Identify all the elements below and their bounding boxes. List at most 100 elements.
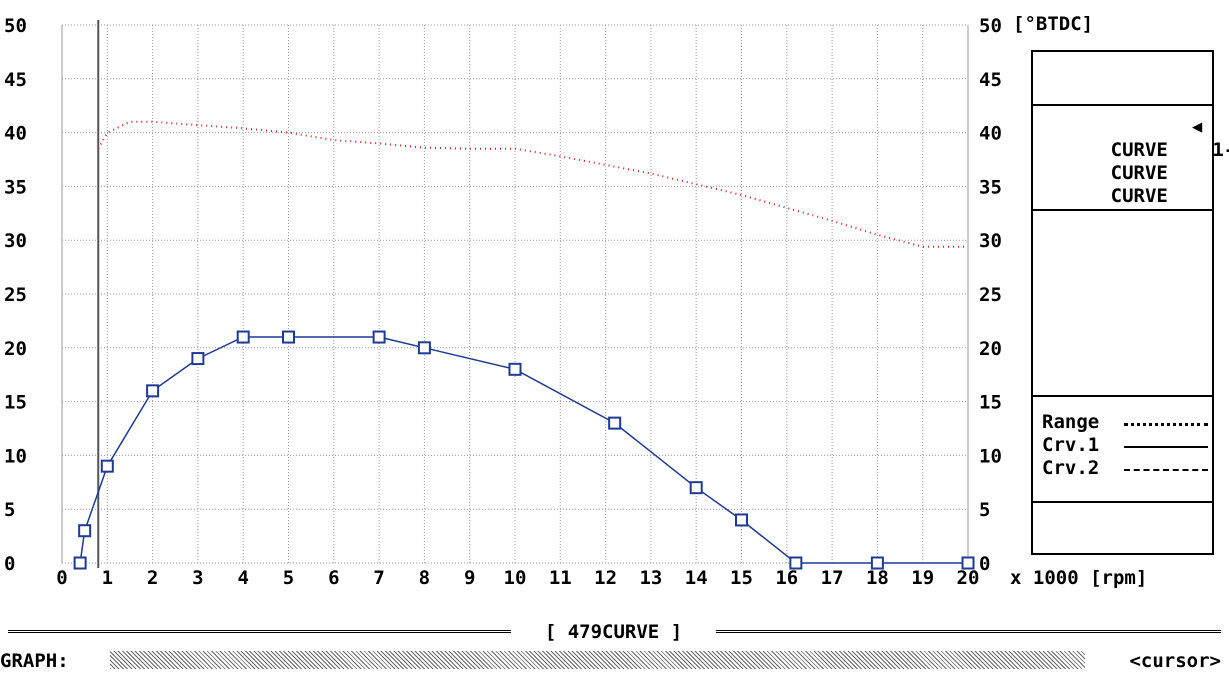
status-bar: GRAPH: <cursor> <box>0 648 1229 672</box>
legend-label: Crv.1 <box>1042 434 1100 456</box>
y-tick-label-right: 25 <box>979 284 1002 306</box>
side-panel-divider <box>1033 209 1212 211</box>
x-tick-label: 9 <box>464 567 475 589</box>
x-tick-label: 12 <box>594 567 617 589</box>
y-tick-label-right: 10 <box>979 445 1002 467</box>
legend-label: Crv.2 <box>1042 457 1100 479</box>
x-tick-label: 8 <box>419 567 430 589</box>
y-tick-label-right: 5 <box>979 499 990 521</box>
x-tick-label: 14 <box>685 567 708 589</box>
y-tick-label-right: 20 <box>979 338 1002 360</box>
x-tick-label: 7 <box>373 567 384 589</box>
curve-point-marker[interactable] <box>608 416 622 430</box>
y-tick-label-left: 20 <box>4 338 27 360</box>
y-axis-unit-label: [°BTDC] <box>1013 13 1093 35</box>
curve-point-marker[interactable] <box>78 524 92 538</box>
y-tick-label-left: 35 <box>4 176 27 198</box>
y-tick-label-left: 5 <box>4 499 15 521</box>
curve-item-name: CURVE <box>1110 185 1168 207</box>
y-tick-label-right: 0 <box>979 553 990 575</box>
curve-item-1-2[interactable]: CURVE 1-2 ◀ <box>1042 116 1229 161</box>
legend-label: Range <box>1042 411 1100 433</box>
y-tick-label-left: 50 <box>4 15 27 37</box>
x-tick-label: 11 <box>549 567 572 589</box>
legend-entry-range: Range <box>1042 411 1212 434</box>
status-fill-bar <box>110 651 1085 669</box>
curve-point-marker[interactable] <box>372 330 386 344</box>
x-tick-label: 16 <box>775 567 798 589</box>
curve-item-number: 1-2 <box>1212 139 1229 161</box>
x-tick-label: 18 <box>866 567 889 589</box>
y-tick-label-left: 15 <box>4 392 27 414</box>
side-panel-divider <box>1033 395 1212 397</box>
curve-point-marker[interactable] <box>508 362 522 376</box>
x-tick-label: 10 <box>504 567 527 589</box>
curve-point-marker[interactable] <box>236 330 250 344</box>
curve-item-name: CURVE <box>1110 139 1168 161</box>
dashed-line-swatch <box>1124 469 1208 471</box>
dotted-line-swatch <box>1124 423 1208 426</box>
curve-point-marker[interactable] <box>100 459 114 473</box>
x-tick-label: 2 <box>147 567 158 589</box>
y-tick-label-left: 45 <box>4 69 27 91</box>
curve-1-line <box>79 336 968 564</box>
x-tick-label: 6 <box>328 567 339 589</box>
y-tick-label-left: 25 <box>4 284 27 306</box>
curve-point-marker[interactable] <box>961 556 975 570</box>
x-tick-label: 13 <box>639 567 662 589</box>
y-tick-label-left: 30 <box>4 230 27 252</box>
x-tick-label: 20 <box>957 567 980 589</box>
title-rule-left <box>8 630 514 633</box>
curve-point-marker[interactable] <box>191 352 205 366</box>
window-title-bar: [ 479CURVE ] <box>0 622 1229 642</box>
y-tick-label-right: 50 <box>979 15 1002 37</box>
curve-point-marker[interactable] <box>146 384 160 398</box>
curve-point-marker[interactable] <box>73 556 87 570</box>
x-axis-unit-label: x 1000 [rpm] <box>1010 567 1147 589</box>
x-tick-label: 0 <box>56 567 67 589</box>
y-tick-label-left: 40 <box>4 123 27 145</box>
curve-point-marker[interactable] <box>735 513 748 527</box>
y-tick-label-right: 45 <box>979 69 1002 91</box>
y-tick-label-right: 35 <box>979 176 1002 198</box>
curve-point-marker[interactable] <box>417 341 431 355</box>
window-title: [ 479CURVE ] <box>511 622 716 642</box>
curve-item-name: CURVE <box>1110 162 1168 184</box>
title-rule-right <box>712 630 1221 633</box>
side-panel-divider <box>1033 501 1212 503</box>
chart-tick-labels: 0 1 2 3 4 5 6 7 8 9 10 11 12 13 14 15 16 17 18 19 200 05 510 10… <box>4 15 1002 589</box>
curve-point-marker[interactable] <box>789 556 803 570</box>
status-label: GRAPH: <box>0 650 69 672</box>
y-tick-label-left: 10 <box>4 445 27 467</box>
legend-entry-crv1: Crv.1 <box>1042 434 1212 457</box>
range-curve-line <box>97 120 968 248</box>
x-tick-label: 3 <box>192 567 203 589</box>
y-tick-label-left: 0 <box>4 553 15 575</box>
legend-entry-crv2: Crv.2 <box>1042 457 1212 480</box>
curve-point-marker[interactable] <box>282 330 295 344</box>
ignition-chart: 0 1 2 3 4 5 6 7 8 9 10 11 12 13 14 15 16 17 18 19 200 05 510 10… <box>4 13 1147 589</box>
solid-line-swatch <box>1124 446 1208 448</box>
x-tick-label: 4 <box>237 567 248 589</box>
x-tick-label: 17 <box>821 567 844 589</box>
x-tick-label: 1 <box>102 567 113 589</box>
selected-arrow-icon: ◀ <box>1192 117 1203 137</box>
side-panel-divider <box>1033 104 1212 106</box>
chart-series <box>73 120 975 570</box>
curve-point-marker[interactable] <box>870 556 884 570</box>
chart-grid <box>61 24 969 564</box>
curve-point-marker[interactable] <box>689 481 703 495</box>
y-tick-label-right: 15 <box>979 392 1002 414</box>
x-tick-label: 15 <box>730 567 753 589</box>
cursor-hint: <cursor> <box>1129 650 1221 672</box>
y-tick-label-right: 30 <box>979 230 1002 252</box>
x-tick-label: 19 <box>911 567 934 589</box>
curve-item-2[interactable]: CURVE 2 <box>1042 162 1229 207</box>
line-style-legend: Range Crv.1 Crv.2 <box>1042 411 1212 480</box>
curve-item-number: 2 <box>1183 185 1229 208</box>
x-tick-label: 5 <box>283 567 294 589</box>
y-tick-label-right: 40 <box>979 123 1002 145</box>
